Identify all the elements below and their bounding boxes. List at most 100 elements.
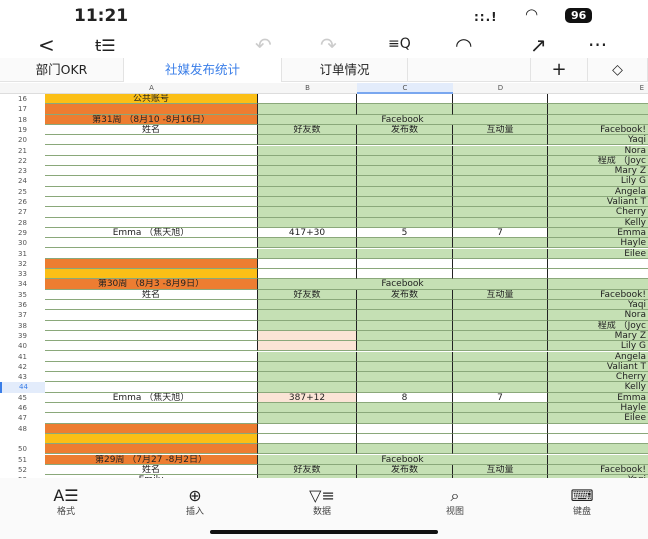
cell-d[interactable]	[453, 310, 548, 321]
format-button[interactable]: A☰ 格式	[36, 486, 96, 517]
cell-b[interactable]	[258, 433, 357, 445]
cell-d[interactable]	[453, 269, 548, 280]
cell-e[interactable]: Cherry	[548, 207, 648, 218]
cell-c[interactable]	[357, 145, 453, 156]
cell-a[interactable]	[45, 217, 258, 228]
cell-c[interactable]	[357, 413, 453, 424]
cell-d[interactable]	[453, 372, 548, 383]
cell-d[interactable]	[453, 382, 548, 393]
column-c-header[interactable]: C	[357, 83, 453, 94]
cell-b[interactable]	[258, 320, 357, 331]
column-e-header[interactable]: E	[639, 84, 644, 92]
cell-e[interactable]: Cherry	[548, 372, 648, 383]
row-number[interactable]: 17	[0, 104, 45, 115]
cell-c[interactable]	[357, 135, 453, 146]
cell-c[interactable]	[357, 444, 453, 455]
cell-b[interactable]	[258, 155, 357, 167]
cell-b[interactable]: Facebook	[258, 454, 548, 465]
cell-e[interactable]: Facebook!	[548, 289, 648, 300]
cell-b[interactable]	[258, 372, 357, 383]
row-number[interactable]: 33	[0, 269, 45, 280]
row-number[interactable]: 28	[0, 217, 45, 228]
row-number[interactable]: 16	[0, 94, 45, 105]
cell-b[interactable]	[258, 330, 357, 342]
cell-b[interactable]	[258, 361, 357, 373]
cell-e[interactable]: Valiant T	[548, 197, 648, 208]
cell-d[interactable]	[453, 413, 548, 424]
cell-d[interactable]	[453, 238, 548, 249]
cell-e[interactable]: Yaqi	[548, 135, 648, 146]
cell-d[interactable]	[453, 361, 548, 373]
redo-icon[interactable]: ↷	[320, 33, 337, 57]
save-icon[interactable]: ◠	[455, 33, 473, 57]
cell-c[interactable]	[357, 382, 453, 393]
cell-c[interactable]	[357, 207, 453, 218]
cell-d[interactable]	[453, 258, 548, 270]
cell-b[interactable]	[258, 207, 357, 218]
cell-b[interactable]	[258, 310, 357, 321]
row-number[interactable]: 40	[0, 341, 45, 352]
keyboard-button[interactable]: ⌨ 键盘	[552, 486, 612, 517]
cell-e[interactable]	[548, 433, 648, 445]
row-number[interactable]: 52	[0, 464, 45, 476]
cell-d[interactable]	[453, 176, 548, 187]
cell-c[interactable]	[357, 423, 453, 434]
cell-c[interactable]	[357, 186, 453, 197]
cell-e[interactable]: Eilee	[548, 248, 648, 259]
cell-c[interactable]: 发布数	[357, 464, 453, 476]
cell-d[interactable]: 7	[453, 227, 548, 239]
cell-c[interactable]	[357, 361, 453, 373]
cell-d[interactable]	[453, 104, 548, 115]
tab-okr[interactable]: 部门OKR	[0, 58, 124, 82]
cell-a[interactable]	[45, 238, 258, 249]
row-number[interactable]: 31	[0, 248, 45, 259]
cell-b[interactable]	[258, 382, 357, 393]
cell-b[interactable]	[258, 94, 357, 105]
cell-d[interactable]	[453, 94, 548, 105]
cell-a[interactable]	[45, 423, 258, 434]
cell-c[interactable]	[357, 94, 453, 105]
outline-icon[interactable]: ŧ☰	[95, 36, 116, 55]
row-number[interactable]: 29	[0, 227, 45, 239]
add-sheet-icon[interactable]: +	[530, 58, 588, 82]
cell-d[interactable]: 互动量	[453, 124, 548, 136]
cell-a[interactable]	[45, 248, 258, 259]
cell-e[interactable]	[548, 444, 648, 455]
row-number[interactable]: 26	[0, 197, 45, 208]
cell-c[interactable]	[357, 351, 453, 362]
cell-a[interactable]	[45, 207, 258, 218]
cell-a[interactable]: Emma （焦天旭）	[45, 227, 258, 239]
cell-a[interactable]	[45, 135, 258, 146]
cell-a[interactable]	[45, 341, 258, 352]
cell-e[interactable]	[548, 279, 648, 290]
column-d-header[interactable]: D	[497, 84, 504, 92]
view-button[interactable]: ⌕ 视图	[425, 486, 485, 517]
cell-c[interactable]	[357, 403, 453, 414]
cell-b[interactable]: 好友数	[258, 124, 357, 136]
cell-e[interactable]: Kelly	[548, 382, 648, 393]
cell-e[interactable]	[548, 454, 648, 465]
cell-a[interactable]	[45, 330, 258, 342]
tab-social-media[interactable]: 社媒发布统计	[124, 58, 282, 82]
column-b-header[interactable]: B	[305, 84, 310, 92]
cell-d[interactable]	[453, 423, 548, 434]
cell-e[interactable]	[548, 258, 648, 270]
cell-a[interactable]	[45, 258, 258, 270]
cell-e[interactable]: Yaqi	[548, 300, 648, 311]
row-number[interactable]: 45	[0, 392, 45, 403]
cell-d[interactable]	[453, 248, 548, 259]
cell-a[interactable]	[45, 176, 258, 187]
cell-b[interactable]	[258, 248, 357, 259]
cell-b[interactable]	[258, 197, 357, 208]
cell-c[interactable]	[357, 238, 453, 249]
cell-e[interactable]	[548, 269, 648, 280]
cell-d[interactable]	[453, 135, 548, 146]
cell-d[interactable]	[453, 433, 548, 445]
row-number[interactable]: 42	[0, 361, 45, 373]
cell-c[interactable]	[357, 269, 453, 280]
data-button[interactable]: ▽≡ 数据	[292, 486, 352, 517]
cell-c[interactable]	[357, 341, 453, 352]
cell-a[interactable]	[45, 320, 258, 331]
cell-b[interactable]: Facebook	[258, 279, 548, 290]
cell-b[interactable]	[258, 258, 357, 270]
